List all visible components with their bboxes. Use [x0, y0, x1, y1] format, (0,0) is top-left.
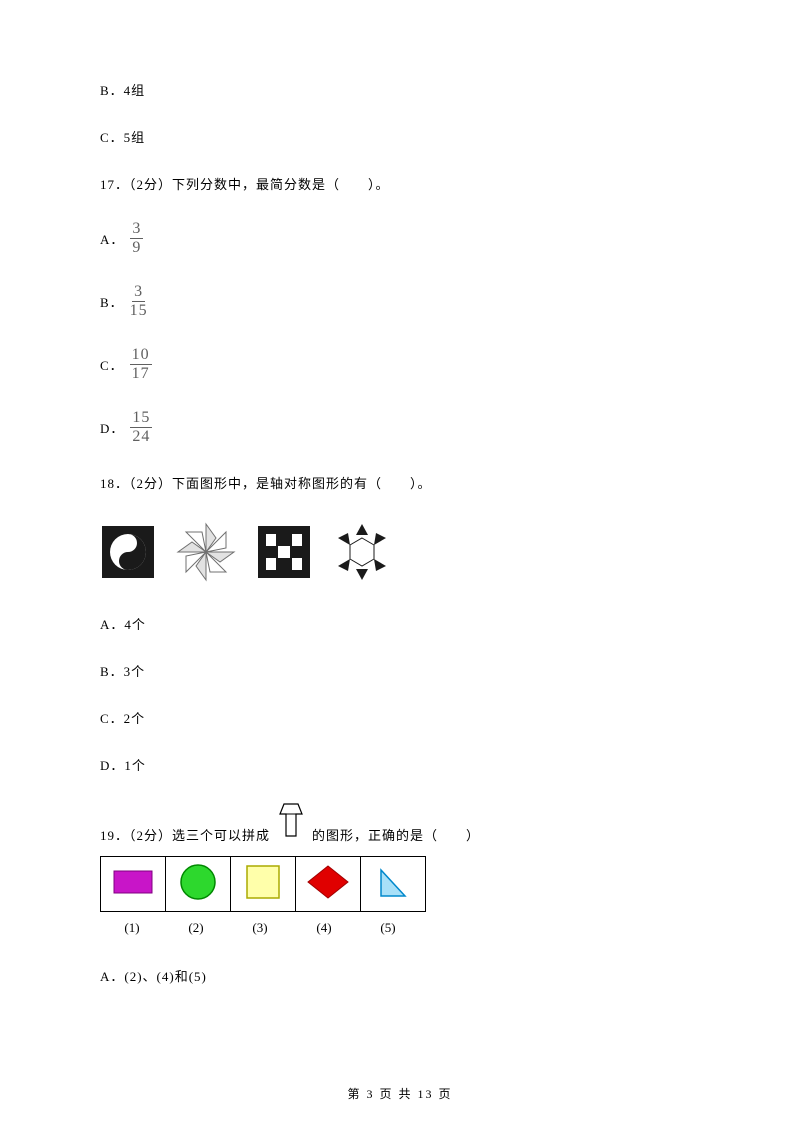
q18-option-b: B．3个 [100, 661, 700, 680]
q17-text: 17．（2分）下列分数中，最简分数是（ ）。 [100, 174, 700, 193]
q18-option-c: C．2个 [100, 708, 700, 727]
q19-text: 19．（2分）选三个可以拼成 的图形，正确的是（ ） [100, 802, 700, 844]
label-2: (2) [164, 920, 228, 936]
q17-option-a: A． 3 9 [100, 221, 700, 256]
rectangle-icon [112, 869, 154, 895]
label-1: (1) [100, 920, 164, 936]
square-icon [245, 864, 281, 900]
page-footer: 第 3 页 共 13 页 [0, 1085, 800, 1102]
denominator: 15 [130, 302, 148, 319]
fraction-icon: 15 24 [130, 410, 152, 445]
q18-option-a: A．4个 [100, 614, 700, 633]
numerator: 15 [130, 410, 152, 428]
denominator: 24 [132, 428, 150, 445]
shape-cell-2 [166, 857, 231, 912]
numerator: 3 [130, 221, 143, 239]
numerator: 10 [130, 347, 152, 365]
q19-post: 的图形，正确的是（ ） [312, 825, 480, 844]
q17-option-c: C． 10 17 [100, 347, 700, 382]
fraction-icon: 3 9 [130, 221, 143, 256]
denominator: 9 [132, 239, 141, 256]
exam-page: B．4组 C．5组 17．（2分）下列分数中，最简分数是（ ）。 A． 3 9 … [0, 0, 800, 1132]
option-label: A． [100, 229, 124, 248]
q19-shapes-table [100, 856, 426, 912]
option-label: C． [100, 355, 124, 374]
option-label: B． [100, 292, 124, 311]
shape-cell-3 [231, 857, 296, 912]
label-5: (5) [356, 920, 420, 936]
label-3: (3) [228, 920, 292, 936]
q18-shapes [100, 520, 700, 584]
q19-option-a: A．(2)、(4)和(5) [100, 966, 700, 985]
q17-option-b: B． 3 15 [100, 284, 700, 319]
q18-option-d: D．1个 [100, 755, 700, 774]
q17-option-d: D． 15 24 [100, 410, 700, 445]
circle-icon [178, 862, 218, 902]
denominator: 17 [132, 365, 150, 382]
shape-pinwheel-icon [174, 520, 238, 584]
label-4: (4) [292, 920, 356, 936]
shape-star-icon [330, 522, 394, 582]
fraction-icon: 10 17 [130, 347, 152, 382]
q18-text: 18．（2分）下面图形中，是轴对称图形的有（ ）。 [100, 473, 700, 492]
prev-option-b: B．4组 [100, 80, 700, 99]
shape-cell-1 [101, 857, 166, 912]
shape-cell-4 [296, 857, 361, 912]
option-label: D． [100, 418, 124, 437]
shape-cell-5 [361, 857, 426, 912]
q19-labels: (1) (2) (3) (4) (5) [100, 920, 700, 936]
shape-checker-icon [256, 524, 312, 580]
shape-s-icon [100, 524, 156, 580]
prev-option-c: C．5组 [100, 127, 700, 146]
triangle-icon [375, 864, 411, 900]
q19-target-shape-icon [276, 802, 306, 844]
numerator: 3 [132, 284, 145, 302]
fraction-icon: 3 15 [130, 284, 148, 319]
diamond-icon [304, 862, 352, 902]
q19-pre: 19．（2分）选三个可以拼成 [100, 825, 270, 844]
